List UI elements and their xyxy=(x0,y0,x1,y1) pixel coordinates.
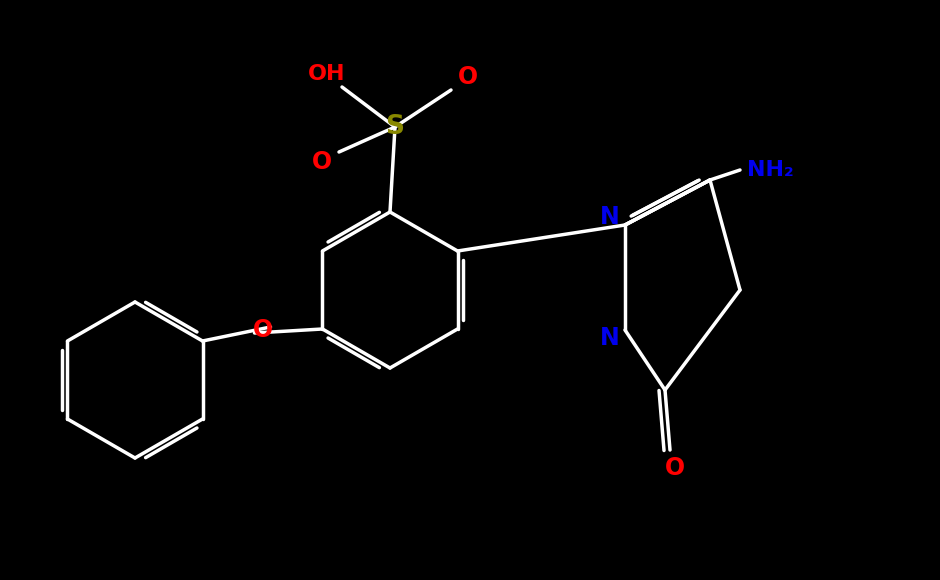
Text: NH₂: NH₂ xyxy=(746,160,793,180)
Text: N: N xyxy=(600,326,619,350)
Text: O: O xyxy=(253,318,273,342)
Text: O: O xyxy=(458,65,478,89)
Text: N: N xyxy=(600,205,619,229)
Text: O: O xyxy=(312,150,332,174)
Text: S: S xyxy=(385,114,404,140)
Text: OH: OH xyxy=(308,64,346,84)
Text: O: O xyxy=(665,456,685,480)
